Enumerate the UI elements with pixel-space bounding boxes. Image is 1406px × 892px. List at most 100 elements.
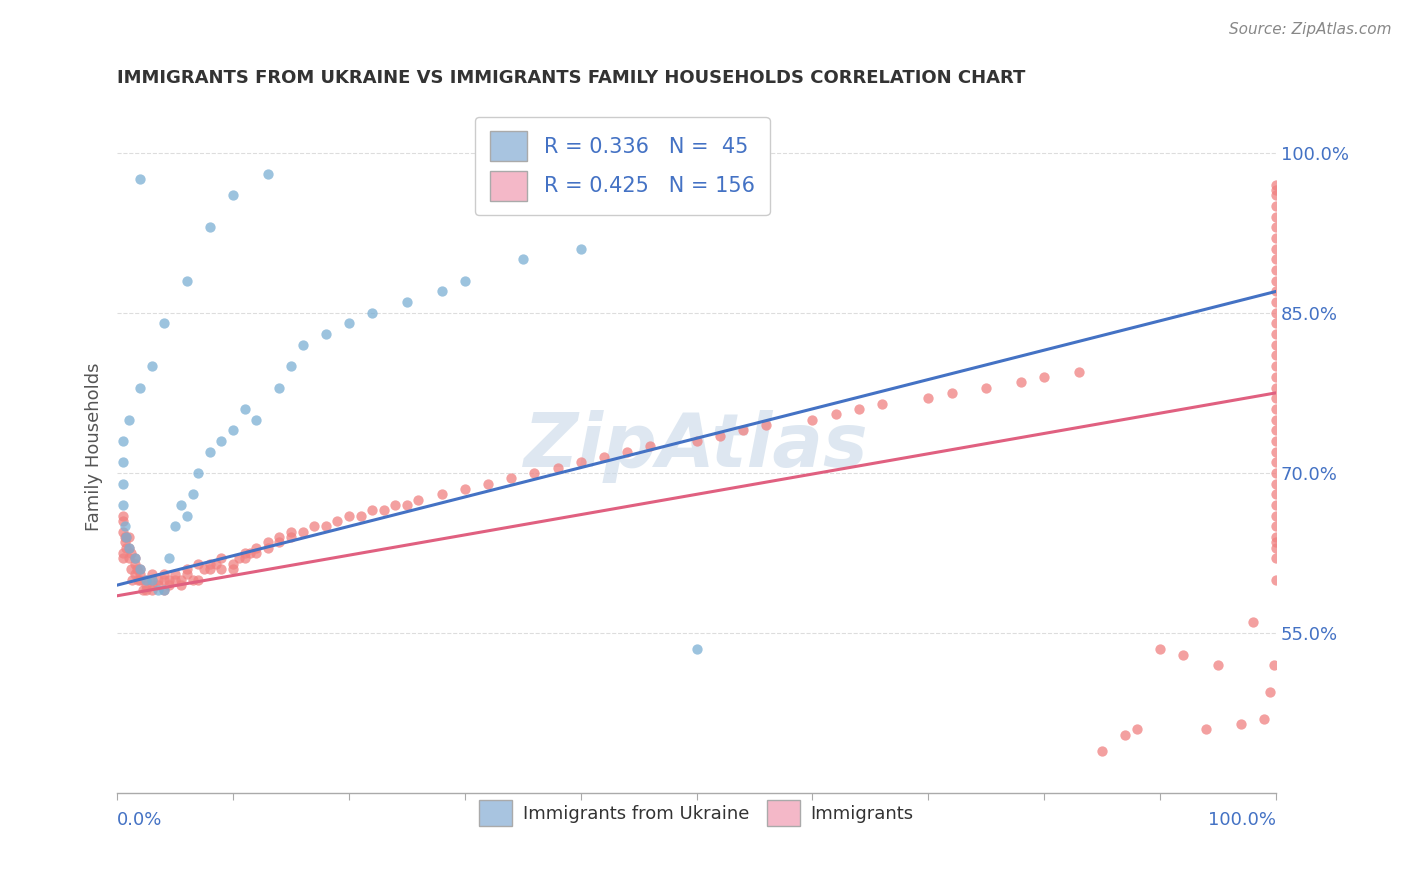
Point (118, 530, 141, 544)
Point (1265, 199, 1288, 213)
Point (547, 460, 569, 475)
Point (454, 482, 477, 496)
Point (141, 573, 163, 587)
Point (222, 423, 245, 437)
Point (120, 546, 142, 560)
Point (245, 541, 267, 555)
Point (685, 434, 707, 448)
Point (408, 492, 430, 507)
Point (685, 642, 707, 657)
Point (233, 551, 256, 566)
Point (165, 567, 187, 582)
Point (124, 567, 146, 582)
Point (848, 401, 870, 416)
Point (157, 578, 180, 592)
Point (315, 519, 337, 533)
Point (280, 530, 302, 544)
Point (373, 503, 395, 517)
Point (1265, 178, 1288, 192)
Point (1258, 685, 1281, 699)
Point (152, 317, 174, 331)
Point (111, 498, 134, 512)
Point (127, 573, 149, 587)
Point (974, 380, 997, 394)
Point (114, 519, 136, 533)
Point (1265, 423, 1288, 437)
Point (1241, 615, 1264, 630)
Point (245, 546, 267, 560)
Point (1265, 327, 1288, 342)
Point (638, 439, 661, 453)
Point (152, 583, 174, 598)
Point (129, 573, 152, 587)
Point (1010, 375, 1032, 389)
Point (176, 508, 198, 523)
Point (187, 466, 209, 480)
Point (120, 562, 142, 576)
Point (114, 535, 136, 549)
Point (941, 385, 963, 400)
Point (187, 557, 209, 571)
Point (111, 524, 134, 539)
Point (129, 562, 152, 576)
Point (118, 412, 141, 426)
Point (1091, 744, 1114, 758)
Point (141, 573, 163, 587)
Point (125, 562, 148, 576)
Text: IMMIGRANTS FROM UKRAINE VS IMMIGRANTS FAMILY HOUSEHOLDS CORRELATION CHART: IMMIGRANTS FROM UKRAINE VS IMMIGRANTS FA… (117, 69, 1025, 87)
Point (1033, 369, 1056, 384)
Point (1173, 648, 1195, 662)
Point (204, 557, 226, 571)
Point (111, 514, 134, 528)
Point (569, 242, 592, 256)
Point (211, 434, 233, 448)
Point (430, 285, 453, 299)
Point (124, 557, 146, 571)
Point (124, 551, 146, 566)
Point (115, 530, 138, 544)
Point (115, 530, 138, 544)
Point (269, 380, 291, 394)
Point (170, 573, 193, 587)
Point (222, 557, 245, 571)
Point (239, 546, 262, 560)
Point (302, 519, 325, 533)
Point (135, 573, 157, 587)
Point (233, 546, 256, 560)
Point (211, 551, 233, 566)
Point (170, 498, 193, 512)
Point (430, 487, 453, 501)
Point (233, 401, 256, 416)
Point (176, 562, 198, 576)
Point (124, 551, 146, 566)
Point (222, 562, 245, 576)
Point (1265, 274, 1288, 288)
Point (157, 551, 180, 566)
Point (1195, 723, 1218, 737)
Point (129, 562, 152, 576)
Point (111, 434, 134, 448)
Point (1265, 338, 1288, 352)
Point (291, 338, 314, 352)
Point (1126, 723, 1149, 737)
Point (801, 412, 824, 426)
Point (256, 535, 278, 549)
Point (280, 524, 302, 539)
Point (115, 541, 138, 555)
Point (384, 498, 406, 512)
Point (135, 583, 157, 598)
Point (1265, 530, 1288, 544)
Point (1253, 712, 1275, 726)
Point (141, 359, 163, 374)
Point (1265, 188, 1288, 202)
Point (755, 417, 778, 432)
Point (256, 541, 278, 555)
Point (135, 573, 157, 587)
Point (592, 450, 614, 464)
Point (129, 380, 152, 394)
Point (709, 428, 731, 442)
Point (1265, 369, 1288, 384)
Point (1265, 380, 1288, 394)
Point (1265, 183, 1288, 197)
Point (523, 466, 546, 480)
